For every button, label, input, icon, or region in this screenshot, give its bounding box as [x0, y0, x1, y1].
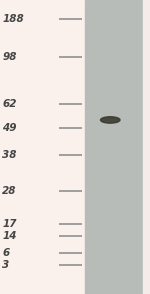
- Bar: [0, 0, 85, 294]
- Text: 188: 188: [2, 14, 24, 24]
- Text: 38: 38: [2, 150, 17, 160]
- Text: 17: 17: [2, 219, 17, 229]
- Text: 49: 49: [2, 123, 17, 133]
- Text: 98: 98: [2, 52, 17, 62]
- Ellipse shape: [100, 117, 120, 123]
- Text: 28: 28: [2, 186, 17, 196]
- Text: 6: 6: [2, 248, 9, 258]
- Bar: [143, 0, 150, 294]
- Text: 62: 62: [2, 99, 17, 109]
- Bar: [85, 0, 143, 294]
- Text: 3: 3: [2, 260, 9, 270]
- Text: 14: 14: [2, 231, 17, 241]
